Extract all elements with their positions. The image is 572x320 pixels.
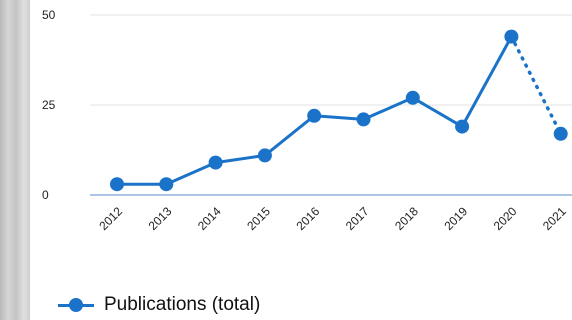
data-point bbox=[504, 29, 519, 44]
data-point bbox=[110, 177, 124, 192]
y-tick-label: 50 bbox=[42, 8, 56, 22]
data-point bbox=[257, 148, 272, 163]
x-tick-label: 2012 bbox=[96, 204, 125, 233]
data-point bbox=[553, 126, 568, 141]
legend-swatch bbox=[58, 297, 94, 313]
x-tick-label: 2015 bbox=[244, 204, 273, 233]
x-tick-label: 2017 bbox=[343, 204, 372, 233]
y-tick-label: 0 bbox=[42, 188, 49, 202]
window-edge bbox=[0, 0, 30, 320]
x-tick-label: 2014 bbox=[195, 204, 224, 233]
data-point bbox=[405, 90, 420, 105]
y-axis-ticks: 0 25 50 bbox=[42, 8, 56, 202]
y-tick-label: 25 bbox=[42, 98, 56, 112]
legend-dot bbox=[69, 298, 83, 312]
data-point bbox=[208, 155, 223, 170]
data-point bbox=[356, 112, 371, 127]
x-tick-label: 2021 bbox=[540, 204, 569, 233]
x-tick-label: 2019 bbox=[441, 204, 470, 233]
x-tick-label: 2016 bbox=[294, 204, 323, 233]
data-point bbox=[307, 108, 322, 123]
series-lines bbox=[117, 34, 563, 186]
x-axis-ticks: 2012 2013 2014 2015 2016 2017 2018 2019 2020 2021 bbox=[96, 204, 569, 233]
data-point bbox=[159, 177, 174, 192]
x-tick-label: 2013 bbox=[146, 204, 175, 233]
legend-label: Publications (total) bbox=[104, 294, 261, 315]
grid-layer bbox=[90, 14, 572, 196]
x-tick-label: 2018 bbox=[392, 204, 421, 233]
legend: Publications (total) bbox=[58, 294, 260, 316]
x-tick-label: 2020 bbox=[491, 204, 520, 233]
series-points bbox=[110, 29, 568, 192]
series-line-projection bbox=[509, 34, 563, 136]
data-point bbox=[455, 119, 470, 134]
